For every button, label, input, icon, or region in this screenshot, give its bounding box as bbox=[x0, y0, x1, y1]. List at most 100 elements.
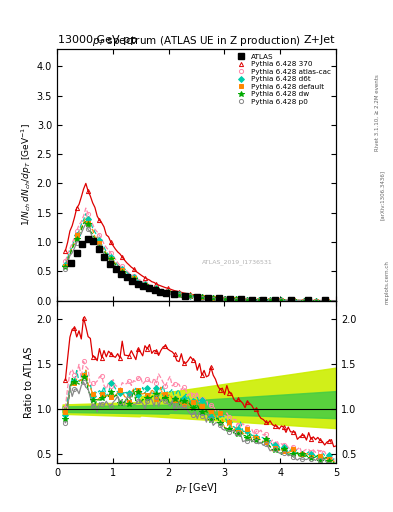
Pythia 6.428 atlas-cac bbox=[131, 272, 136, 279]
ATLAS bbox=[289, 297, 294, 303]
Text: Rivet 3.1.10, ≥ 2.2M events: Rivet 3.1.10, ≥ 2.2M events bbox=[375, 74, 380, 151]
Pythia 6.428 dw bbox=[188, 293, 193, 299]
Pythia 6.428 atlas-cac bbox=[302, 297, 307, 304]
Pythia 6.428 p0 bbox=[97, 243, 102, 249]
Pythia 6.428 dw bbox=[177, 292, 182, 298]
Pythia 6.428 default bbox=[86, 220, 90, 226]
Pythia 6.428 atlas-cac bbox=[211, 295, 215, 301]
Pythia 6.428 dw bbox=[120, 269, 125, 275]
Pythia 6.428 d6t bbox=[131, 274, 136, 281]
Pythia 6.428 370 bbox=[290, 297, 295, 304]
Pythia 6.428 p0 bbox=[313, 297, 318, 304]
ATLAS bbox=[147, 285, 151, 291]
Pythia 6.428 370 bbox=[233, 296, 238, 302]
Pythia 6.428 d6t bbox=[74, 232, 79, 238]
ATLAS bbox=[339, 297, 344, 304]
ATLAS bbox=[136, 281, 140, 287]
Pythia 6.428 dw bbox=[211, 295, 215, 302]
Pythia 6.428 p0 bbox=[108, 259, 113, 265]
ATLAS bbox=[108, 261, 112, 267]
Pythia 6.428 d6t bbox=[63, 262, 68, 268]
Pythia 6.428 atlas-cac bbox=[74, 228, 79, 234]
Pythia 6.428 default bbox=[131, 275, 136, 281]
Text: 13000 GeV pp: 13000 GeV pp bbox=[58, 35, 137, 45]
Pythia 6.428 d6t bbox=[120, 266, 125, 272]
Pythia 6.428 default bbox=[211, 295, 215, 302]
Pythia 6.428 370 bbox=[165, 285, 170, 291]
ATLAS bbox=[113, 266, 118, 272]
Pythia 6.428 dw bbox=[200, 294, 204, 301]
Pythia 6.428 atlas-cac bbox=[245, 296, 250, 303]
ATLAS bbox=[261, 297, 266, 303]
Pythia 6.428 p0 bbox=[302, 297, 307, 304]
ATLAS bbox=[124, 274, 129, 281]
Pythia 6.428 atlas-cac bbox=[233, 296, 238, 303]
Pythia 6.428 default bbox=[222, 296, 227, 302]
Pythia 6.428 p0 bbox=[233, 296, 238, 303]
Pythia 6.428 atlas-cac bbox=[63, 258, 68, 264]
Pythia 6.428 p0 bbox=[120, 269, 125, 275]
Text: [arXiv:1306.3436]: [arXiv:1306.3436] bbox=[380, 169, 384, 220]
Pythia 6.428 dw bbox=[108, 257, 113, 263]
Pythia 6.428 default bbox=[325, 297, 329, 304]
Pythia 6.428 default bbox=[97, 240, 102, 246]
Pythia 6.428 d6t bbox=[313, 297, 318, 304]
Pythia 6.428 atlas-cac bbox=[200, 294, 204, 300]
Pythia 6.428 d6t bbox=[177, 291, 182, 297]
ATLAS bbox=[97, 246, 101, 252]
Pythia 6.428 atlas-cac bbox=[143, 280, 147, 286]
ATLAS bbox=[91, 238, 95, 244]
Title: $p_T$ spectrum (ATLAS UE in Z production): $p_T$ spectrum (ATLAS UE in Z production… bbox=[92, 34, 301, 49]
X-axis label: $p_T$ [GeV]: $p_T$ [GeV] bbox=[175, 481, 218, 495]
Pythia 6.428 dw bbox=[63, 264, 68, 270]
Text: mcplots.cern.ch: mcplots.cern.ch bbox=[384, 260, 389, 304]
Line: Pythia 6.428 default: Pythia 6.428 default bbox=[63, 221, 329, 303]
ATLAS bbox=[172, 291, 176, 297]
Pythia 6.428 p0 bbox=[165, 290, 170, 296]
Pythia 6.428 default bbox=[154, 286, 159, 292]
Pythia 6.428 dw bbox=[97, 244, 102, 250]
Pythia 6.428 p0 bbox=[143, 283, 147, 289]
Pythia 6.428 default bbox=[279, 297, 284, 304]
Pythia 6.428 d6t bbox=[188, 293, 193, 299]
Pythia 6.428 default bbox=[268, 297, 272, 303]
Pythia 6.428 default bbox=[313, 297, 318, 304]
ATLAS bbox=[183, 293, 188, 299]
Pythia 6.428 atlas-cac bbox=[325, 297, 329, 304]
Line: Pythia 6.428 d6t: Pythia 6.428 d6t bbox=[63, 217, 329, 303]
Pythia 6.428 370 bbox=[188, 291, 193, 297]
Pythia 6.428 370 bbox=[279, 297, 284, 303]
Pythia 6.428 dw bbox=[245, 297, 250, 303]
Pythia 6.428 370 bbox=[245, 296, 250, 303]
Pythia 6.428 p0 bbox=[245, 297, 250, 303]
Pythia 6.428 dw bbox=[154, 286, 159, 292]
Pythia 6.428 atlas-cac bbox=[268, 297, 272, 303]
ATLAS bbox=[323, 297, 327, 304]
Pythia 6.428 atlas-cac bbox=[165, 288, 170, 294]
Pythia 6.428 dw bbox=[165, 289, 170, 295]
Pythia 6.428 p0 bbox=[86, 226, 90, 232]
Pythia 6.428 p0 bbox=[74, 240, 79, 246]
ATLAS bbox=[85, 236, 90, 242]
Pythia 6.428 p0 bbox=[177, 292, 182, 298]
Pythia 6.428 d6t bbox=[86, 216, 90, 222]
Pythia 6.428 p0 bbox=[222, 296, 227, 302]
Pythia 6.428 d6t bbox=[108, 253, 113, 260]
Pythia 6.428 p0 bbox=[256, 297, 261, 303]
Pythia 6.428 370 bbox=[108, 239, 113, 245]
ATLAS bbox=[306, 297, 310, 304]
ATLAS bbox=[102, 253, 107, 260]
Pythia 6.428 atlas-cac bbox=[313, 297, 318, 304]
Pythia 6.428 default bbox=[302, 297, 307, 304]
Pythia 6.428 p0 bbox=[63, 265, 68, 271]
ATLAS bbox=[194, 294, 199, 300]
Y-axis label: $1/N_{ch}\,dN_{ch}/dp_T$ [GeV$^{-1}$]: $1/N_{ch}\,dN_{ch}/dp_T$ [GeV$^{-1}$] bbox=[19, 123, 34, 226]
ATLAS bbox=[228, 296, 232, 302]
Pythia 6.428 370 bbox=[97, 217, 102, 223]
Pythia 6.428 370 bbox=[268, 297, 272, 303]
Pythia 6.428 d6t bbox=[290, 297, 295, 304]
Pythia 6.428 atlas-cac bbox=[177, 291, 182, 297]
ATLAS bbox=[68, 260, 73, 266]
Pythia 6.428 p0 bbox=[290, 297, 295, 304]
Pythia 6.428 d6t bbox=[268, 297, 272, 303]
